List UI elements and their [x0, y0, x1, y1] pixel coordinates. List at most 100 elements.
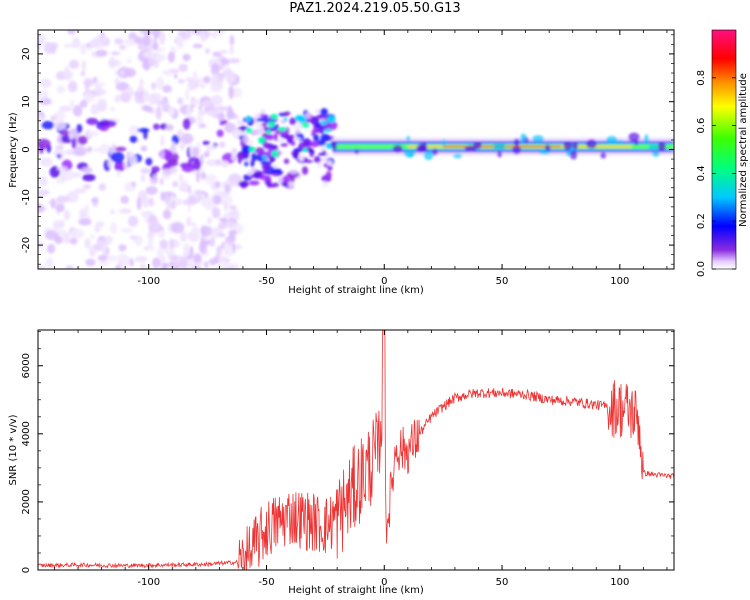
spectrogram-cell [563, 140, 573, 151]
spectrogram-cell [512, 146, 522, 155]
spectrogram-cell [144, 211, 150, 223]
colorbar-tick-label: 0.8 [696, 70, 707, 86]
spectrogram-cell [182, 118, 191, 130]
x-tick-label: -50 [258, 276, 274, 287]
y-tick-label: -20 [21, 237, 32, 253]
spectrogram-cell [125, 67, 136, 78]
spectrogram-cell [163, 163, 171, 169]
spectrogram-cell [218, 261, 231, 269]
y-tick-label: 6000 [21, 353, 32, 378]
spectrogram-cell [177, 97, 184, 105]
spectrogram-cell [143, 245, 149, 251]
spectrogram-cell [62, 69, 74, 81]
spectrogram-cell [140, 145, 148, 152]
spectrogram-cell [441, 139, 447, 147]
spectrogram-cell [423, 151, 434, 161]
spectrogram-cell [124, 37, 138, 46]
spectrogram-cell [244, 161, 249, 167]
spectrogram-cell [271, 150, 279, 157]
x-tick-label: 100 [610, 577, 629, 588]
spectrogram-cell [98, 183, 107, 191]
spectrogram-cell [90, 197, 99, 203]
spectrogram-cell [85, 258, 96, 267]
spectrogram-cell [177, 79, 185, 84]
spectrogram-cell [95, 49, 108, 57]
spectrogram-cell [252, 167, 259, 171]
spectrogram-cell [162, 101, 170, 113]
spectrogram-cell [215, 105, 229, 112]
y-tick-label: 0 [21, 567, 32, 573]
spectrogram-cell [228, 85, 234, 100]
spectrogram-cell [251, 128, 263, 136]
x-tick-label: 100 [610, 276, 629, 287]
spectrogram-cell [215, 158, 222, 166]
spectrogram-cell [183, 30, 189, 42]
spectrogram-cell [170, 200, 176, 210]
spectrogram-cell [141, 30, 153, 36]
spectrogram-cell [116, 169, 121, 178]
spectrogram-cell [72, 104, 83, 117]
spectrogram-cell [327, 165, 333, 171]
spectrogram-cell [202, 140, 210, 146]
spectrogram-cell [254, 122, 262, 128]
spectrogram-cell [39, 78, 52, 88]
spectrogram-cell [155, 76, 165, 91]
spectrogram-cell [72, 37, 81, 49]
spectrogram-cell [301, 122, 310, 128]
spectrogram-cell [651, 151, 660, 157]
spectrogram-cell [254, 147, 265, 154]
spectrogram-cell [272, 144, 278, 151]
colorbar: 0.0 0.2 0.4 0.6 0.8 Normalized spectral ampl… [696, 29, 749, 277]
spectrogram-cell [274, 170, 284, 175]
spectrogram-cell [148, 45, 153, 59]
spectrogram-cell [192, 43, 203, 49]
spectrogram-cell [107, 255, 117, 263]
spectrogram-cell [38, 191, 46, 198]
spectrogram-cell [63, 232, 71, 244]
spectrogram-cell [137, 85, 144, 93]
spectrogram-cell [296, 137, 301, 141]
x-tick-label: 50 [496, 276, 509, 287]
spectrogram-cell [203, 151, 210, 158]
spectrogram-cell [53, 148, 65, 159]
colorbar-tick-label: 0.4 [696, 165, 707, 181]
spectrogram-cell [186, 216, 192, 227]
spectrogram-cell [204, 174, 217, 185]
spectrogram-cell [197, 104, 203, 111]
spectrogram-cell [126, 58, 132, 64]
spectrogram-cell [147, 236, 154, 249]
x-tick-label: -100 [137, 577, 160, 588]
spectrogram-cell [173, 73, 178, 79]
spectrogram-cell [229, 44, 234, 55]
spectrogram-cell [283, 158, 290, 165]
spectrogram-cell [120, 195, 129, 204]
spectrogram-cell [134, 235, 143, 246]
spectrogram-cell [266, 170, 275, 175]
spectrogram-cell [280, 143, 289, 147]
spectrogram-cell [120, 91, 132, 103]
spectrogram-cell [131, 181, 137, 187]
spectrogram-cell [572, 141, 578, 150]
spectrogram-cell [218, 217, 227, 222]
spectrogram-cell [170, 221, 185, 234]
spectrogram-cell [120, 70, 125, 76]
spectrogram-cell [305, 111, 312, 119]
spectrogram-cell [123, 161, 129, 170]
spectrogram-cell [453, 153, 463, 159]
spectrogram-cell [56, 154, 61, 159]
spectrogram-cell [657, 142, 666, 152]
spectrogram-cell [192, 265, 202, 269]
spectrogram-cell [179, 140, 186, 151]
spectrogram-cell [245, 127, 253, 134]
spectrogram-cell [326, 115, 336, 123]
spectrogram-cell [148, 197, 154, 207]
spectrogram-cell [145, 186, 158, 195]
spectrogram-cell [155, 54, 167, 62]
spectrogram-cell [210, 94, 223, 106]
spectrogram-cell [38, 114, 43, 123]
spectrogram-cell [152, 174, 158, 183]
spectrogram-cell [140, 167, 151, 174]
spectrogram-cell [260, 109, 266, 115]
